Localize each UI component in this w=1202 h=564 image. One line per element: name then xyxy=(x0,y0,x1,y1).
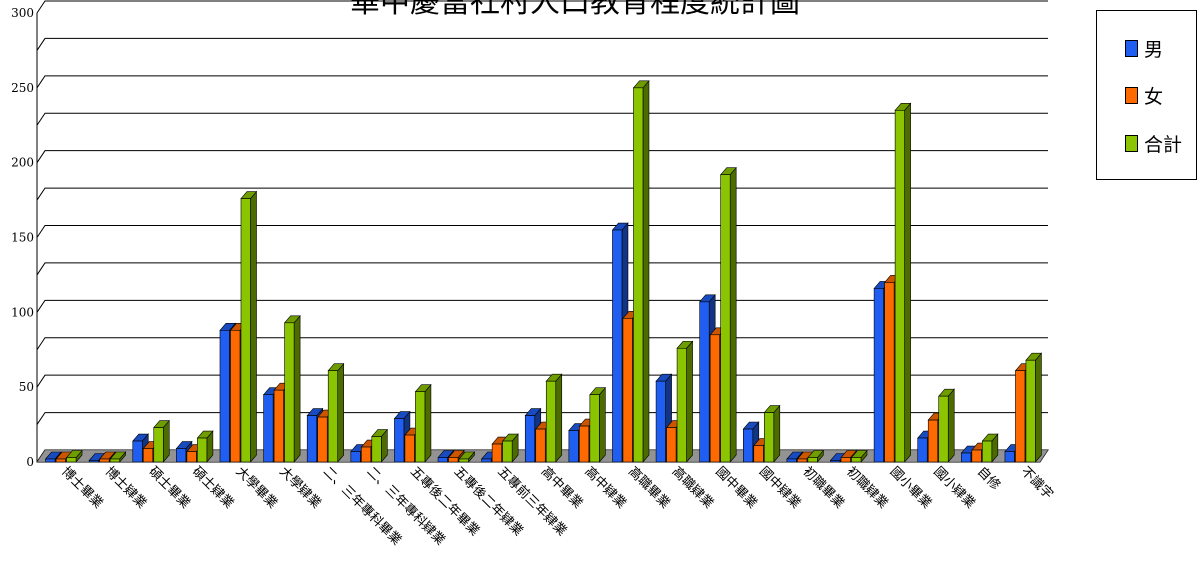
category-label: 國小肄業 xyxy=(930,464,978,512)
bars xyxy=(44,80,1043,463)
category-label: 高職肄業 xyxy=(669,464,717,512)
legend-swatch-total xyxy=(1125,134,1138,152)
chart-title: 華中慶當社村人口教育程度統計圖 xyxy=(350,0,800,20)
y-tick-label: 50 xyxy=(19,380,34,394)
legend-item-total: 合計 xyxy=(1125,131,1183,156)
bar xyxy=(894,102,912,463)
category-label: 博士肄業 xyxy=(102,464,150,512)
y-tick-label: 250 xyxy=(11,81,34,95)
gridline xyxy=(36,225,1048,238)
bar xyxy=(414,383,432,463)
gridline xyxy=(36,262,1048,276)
category-label: 初職肄業 xyxy=(843,464,891,512)
bar xyxy=(240,190,258,463)
bar xyxy=(676,340,694,463)
bar xyxy=(501,433,519,463)
category-label: 高中肄業 xyxy=(581,464,629,512)
category-label: 國中肄業 xyxy=(756,464,804,512)
gridline xyxy=(36,187,1048,201)
y-tick-label: 200 xyxy=(11,156,34,170)
legend-label-male: 男 xyxy=(1144,38,1164,61)
y-tick-label: 0 xyxy=(26,455,34,469)
bar xyxy=(153,419,170,463)
bar xyxy=(371,428,388,463)
legend-swatch-female xyxy=(1125,86,1138,104)
bar xyxy=(938,388,955,463)
gridline xyxy=(36,37,1048,51)
bar xyxy=(589,386,607,463)
bar xyxy=(807,449,825,463)
category-label: 二、三年專科肄業 xyxy=(363,464,448,549)
category-label: 高職畢業 xyxy=(625,464,673,512)
category-label: 自修 xyxy=(974,464,1003,493)
category-label: 國中畢業 xyxy=(712,464,760,512)
bar xyxy=(1025,352,1043,463)
gridline xyxy=(36,0,1048,14)
legend: 男 女 合計 xyxy=(1096,10,1197,180)
category-label: 大學畢業 xyxy=(233,464,281,512)
gridlines xyxy=(36,0,1048,463)
category-label: 國小畢業 xyxy=(887,464,935,512)
bar xyxy=(327,362,345,463)
legend-label-female: 女 xyxy=(1144,85,1164,108)
legend-swatch-male xyxy=(1125,39,1138,57)
gridline xyxy=(36,112,1048,126)
bar xyxy=(763,404,781,463)
category-label: 不識字 xyxy=(1018,464,1056,502)
bar xyxy=(850,449,868,463)
category-label: 初職畢業 xyxy=(800,464,848,512)
bar xyxy=(981,433,999,463)
bar xyxy=(720,166,737,463)
category-label: 碩士肄業 xyxy=(189,464,237,512)
bar xyxy=(196,430,214,463)
category-label: 二、三年專科畢業 xyxy=(320,464,405,549)
y-tick-labels: 0 50 100 150 200 250 300 xyxy=(11,6,34,469)
category-label: 大學肄業 xyxy=(276,464,324,512)
gridline xyxy=(36,150,1048,163)
bar xyxy=(65,449,83,463)
y-tick-label: 300 xyxy=(11,6,34,20)
bar xyxy=(632,80,650,463)
category-label: 碩士畢業 xyxy=(145,464,193,512)
bar xyxy=(283,314,301,463)
legend-item-female: 女 xyxy=(1125,83,1164,108)
legend-label-total: 合計 xyxy=(1144,133,1183,156)
gridline xyxy=(36,75,1048,89)
bar xyxy=(545,373,563,463)
y-tick-label: 150 xyxy=(11,231,34,245)
bar xyxy=(458,451,476,463)
y-tick-label: 100 xyxy=(11,305,34,319)
category-label: 博士畢業 xyxy=(58,464,106,512)
legend-item-male: 男 xyxy=(1125,36,1164,61)
bar xyxy=(109,451,127,463)
category-labels: 博士畢業博士肄業碩士畢業碩士肄業大學畢業大學肄業二、三年專科畢業二、三年專科肄業… xyxy=(58,464,1056,549)
